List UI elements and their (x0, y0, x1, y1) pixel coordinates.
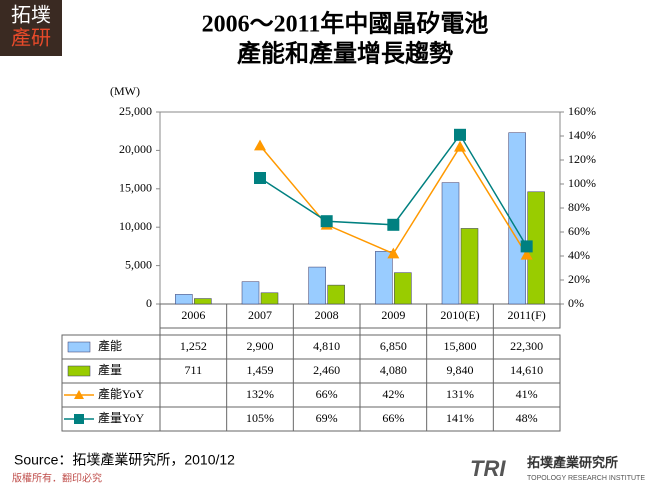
chart-title: 產能和產量增長趨勢 (237, 40, 453, 68)
y-tick-label: 20,000 (119, 142, 152, 156)
y2-tick-label: 20% (568, 272, 590, 286)
legend-swatch (67, 365, 91, 377)
x-tick-label: 2008 (315, 308, 339, 322)
y2-tick-label: 40% (568, 248, 590, 262)
line (259, 145, 528, 256)
y-tick-label: 5,000 (125, 257, 152, 271)
x-tick-label: 2007 (248, 308, 272, 322)
table-cell: 6,850 (380, 339, 407, 353)
point (320, 215, 333, 228)
table-cell: 66% (382, 411, 404, 425)
bar (308, 266, 326, 305)
bar (327, 284, 345, 305)
bar (175, 294, 193, 305)
y-tick-label: 15,000 (119, 181, 152, 195)
source: Source：拓墣產業研究所，2010/12 (14, 452, 235, 468)
legend-marker (74, 414, 84, 424)
footer: 版權所有．翻印必究 (12, 472, 102, 485)
bar (260, 292, 279, 305)
table-cell: 41% (516, 387, 538, 401)
table-cell: 4,810 (313, 339, 340, 353)
brand-english: TOPOLOGY RESEARCH INSTITUTE (527, 475, 645, 482)
y2-tick-label: 0% (568, 296, 584, 310)
point (454, 140, 466, 152)
y2-tick-label: 100% (568, 176, 596, 190)
table-cell: 42% (382, 387, 404, 401)
x-tick-label: 2010(E) (440, 308, 479, 322)
legend-label: 產量YoY (98, 410, 144, 425)
table-cell: 9,840 (447, 363, 474, 377)
y2-tick-label: 140% (568, 128, 596, 142)
table-cell: 1,252 (180, 339, 207, 353)
y2-tick-label: 120% (568, 152, 596, 166)
bar (241, 281, 260, 305)
y-tick-label: 25,000 (119, 104, 152, 118)
legend-label: 產能YoY (98, 386, 144, 401)
bar (460, 228, 479, 305)
bar (441, 182, 460, 305)
logo-text: 拓墣 (11, 4, 51, 27)
y2-tick-label: 80% (568, 200, 590, 214)
table-cell: 4,080 (380, 363, 407, 377)
y-tick-label: 10,000 (119, 219, 152, 233)
table-cell: 131% (446, 387, 474, 401)
table-cell: 69% (316, 411, 338, 425)
bar (394, 272, 412, 305)
x-tick-label: 2011(F) (508, 308, 546, 322)
point (454, 128, 466, 141)
y2-tick-label: 160% (568, 104, 596, 118)
logo-box (0, 0, 62, 56)
point (387, 247, 400, 259)
point (387, 218, 400, 231)
table-cell: 66% (316, 387, 338, 401)
brand-mark: TRI (470, 456, 506, 481)
point (520, 240, 533, 253)
bar (508, 132, 526, 305)
y-tick-label: 0 (146, 296, 152, 310)
table-cell: 105% (246, 411, 274, 425)
table-cell: 132% (246, 387, 274, 401)
x-tick-label: 2006 (181, 308, 205, 322)
point (254, 172, 266, 184)
plot-area (159, 111, 561, 305)
point (254, 139, 266, 151)
table-cell: 1,459 (247, 363, 274, 377)
table-cell: 2,900 (247, 339, 274, 353)
table-cell: 14,610 (510, 363, 543, 377)
legend-swatch (67, 341, 91, 353)
table-cell: 141% (446, 411, 474, 425)
bar (194, 298, 212, 305)
table-cell: 711 (185, 363, 203, 377)
legend-label: 產量 (98, 362, 122, 377)
y-axis-label: (MW) (110, 84, 140, 98)
legend-label: 產能 (98, 338, 122, 353)
logo-text: 產研 (11, 27, 51, 50)
chart-title: 2006～2011年中國晶矽電池 (202, 10, 489, 38)
y2-tick-label: 60% (568, 224, 590, 238)
bar (375, 251, 393, 305)
brand-name: 拓墣產業研究所 (527, 455, 618, 470)
legend-marker (74, 390, 84, 399)
table-cell: 2,460 (313, 363, 340, 377)
point (520, 248, 533, 260)
table-cell: 48% (516, 411, 538, 425)
x-tick-label: 2009 (381, 308, 405, 322)
table-cell: 15,800 (444, 339, 477, 353)
table-cell: 22,300 (510, 339, 543, 353)
